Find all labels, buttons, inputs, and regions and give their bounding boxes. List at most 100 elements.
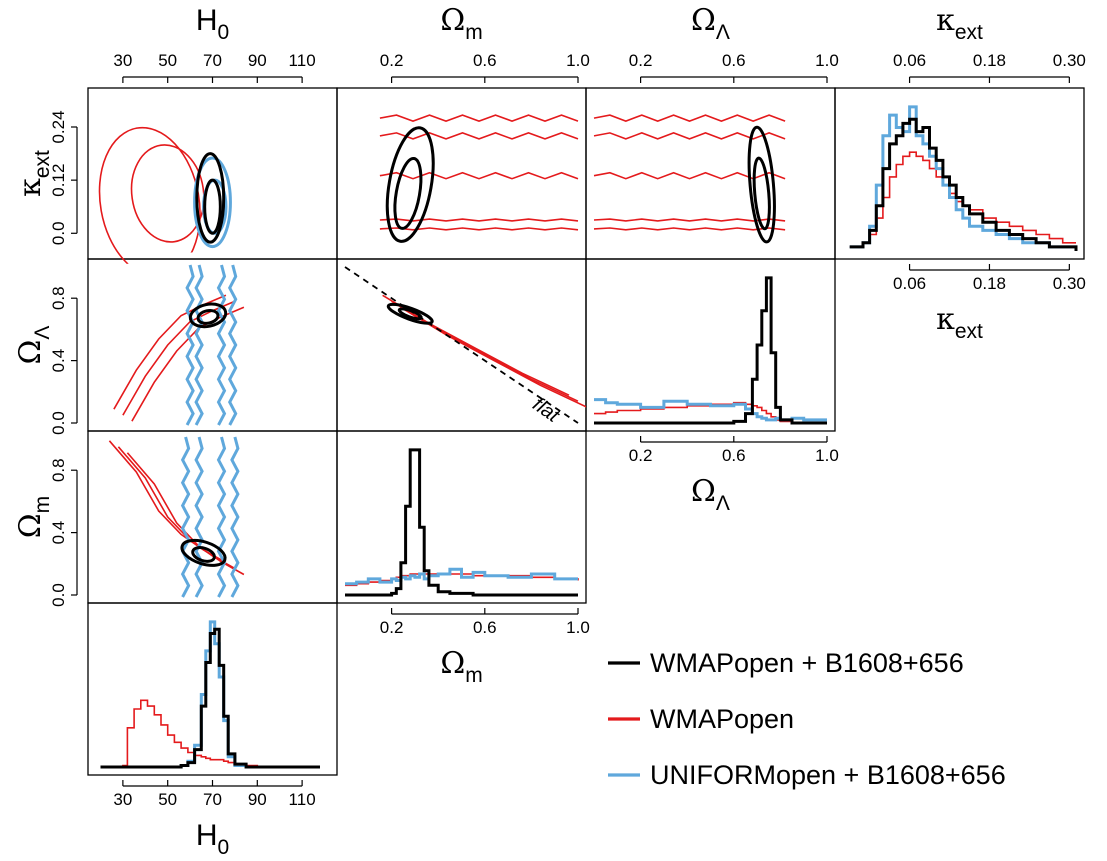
histogram-H0-red bbox=[100, 699, 320, 768]
left-tick-label-OL-2: 0.8 bbox=[49, 286, 68, 310]
top-tick-label-H0-1: 50 bbox=[158, 51, 177, 70]
contour-kext_vs_H0-black-0 bbox=[195, 152, 226, 244]
bottom-tick-label-H0-2: 70 bbox=[203, 790, 222, 809]
left-tick-label-Om-1: 0.4 bbox=[49, 521, 68, 545]
top-tick-label-OL-2: 1.0 bbox=[815, 51, 839, 70]
bottom-tick-label-Om-2: 1.0 bbox=[566, 618, 590, 637]
bottom-tick-label-OL-1: 0.6 bbox=[722, 446, 746, 465]
bottom-axis-title-H0: H0 bbox=[196, 819, 229, 859]
bottom-tick-label-kext-2: 0.30 bbox=[1053, 274, 1086, 293]
histogram-H0-black bbox=[100, 627, 320, 769]
bottom-tick-label-kext-1: 0.18 bbox=[973, 274, 1006, 293]
histogram-kext-blue bbox=[849, 105, 1078, 251]
panel-frame-OL-OL bbox=[585, 258, 836, 432]
bottom-tick-label-H0-3: 90 bbox=[248, 790, 267, 809]
panel-frame-OL-kext bbox=[585, 87, 836, 260]
contour-kext_vs_OL-red-level-2 bbox=[593, 171, 786, 180]
contour-kext_vs_OL-black-1 bbox=[752, 156, 771, 231]
bottom-tick-label-Om-0: 0.2 bbox=[380, 618, 404, 637]
bottom-tick-label-OL-0: 0.2 bbox=[629, 446, 653, 465]
left-tick-label-OL-1: 0.4 bbox=[49, 349, 68, 373]
left-tick-label-Om-2: 0.8 bbox=[49, 458, 68, 482]
contour-Om_vs_H0-black-0 bbox=[180, 538, 227, 567]
left-tick-label-Om-0: 0.0 bbox=[49, 583, 68, 607]
contour-OL_vs_H0-blue-line-3 bbox=[228, 264, 238, 426]
panel-frame-H0-H0 bbox=[87, 602, 338, 776]
bottom-tick-label-H0-0: 30 bbox=[113, 790, 132, 809]
contour-Om_vs_H0-blue-line-0 bbox=[180, 436, 191, 598]
flat-universe-line bbox=[344, 266, 579, 424]
left-tick-label-kext-2: 0.24 bbox=[49, 110, 68, 143]
histogram-Om-black bbox=[345, 448, 578, 597]
bottom-tick-label-Om-1: 0.6 bbox=[473, 618, 497, 637]
contour-kext_vs_Om-red-level-3 bbox=[379, 132, 579, 140]
panel-frame-H0-Om bbox=[87, 430, 338, 604]
left-tick-label-OL-0: 0.0 bbox=[49, 411, 68, 435]
bottom-tick-label-H0-4: 110 bbox=[289, 790, 316, 809]
bottom-axis-title-Om: Ωm bbox=[440, 646, 482, 687]
contour-OL_vs_H0-black-0 bbox=[188, 302, 228, 329]
top-tick-label-Om-0: 0.2 bbox=[380, 51, 404, 70]
contour-OL_vs_Om-black-0 bbox=[386, 302, 434, 325]
contour-kext_vs_Om-black-1 bbox=[393, 156, 423, 230]
bottom-tick-label-kext-0: 0.06 bbox=[893, 274, 926, 293]
histogram-Om-blue bbox=[345, 567, 578, 586]
contour-OL_vs_H0-blue-line-2 bbox=[216, 264, 227, 426]
top-tick-label-OL-1: 0.6 bbox=[722, 51, 746, 70]
histogram-OL-black bbox=[594, 276, 827, 425]
flat-annotation: flat bbox=[529, 393, 565, 427]
contour-kext_vs_OL-red-level-3 bbox=[593, 132, 786, 140]
top-axis-title-Om: Ωm bbox=[440, 3, 482, 44]
contour-kext_vs_H0-red-1 bbox=[130, 144, 205, 243]
left-axis-title-kext: κext bbox=[13, 150, 54, 197]
bottom-axis-title-kext: κext bbox=[936, 302, 983, 343]
top-tick-label-Om-1: 0.6 bbox=[473, 51, 497, 70]
top-tick-label-H0-0: 30 bbox=[113, 51, 132, 70]
legend-label-2: UNIFORMopen + B1608+656 bbox=[650, 760, 1006, 790]
top-tick-label-OL-0: 0.2 bbox=[629, 51, 653, 70]
panel-frame-H0-OL bbox=[87, 258, 338, 432]
top-axis-title-OL: ΩΛ bbox=[691, 3, 730, 44]
legend-label-1: WMAPopen bbox=[650, 704, 794, 734]
contour-kext_vs_Om-black-0 bbox=[385, 126, 435, 243]
top-axis-title-kext: κext bbox=[936, 3, 983, 44]
top-tick-label-H0-2: 70 bbox=[203, 51, 222, 70]
contour-kext_vs_OL-red-level-4 bbox=[593, 114, 786, 122]
contour-kext_vs_H0-red-0 bbox=[98, 126, 201, 269]
left-axis-title-Om: Ωm bbox=[13, 496, 54, 538]
contour-kext_vs_H0-blue-0 bbox=[193, 156, 232, 249]
contour-Om_vs_H0-black-1 bbox=[191, 546, 216, 563]
top-tick-label-kext-2: 0.30 bbox=[1053, 51, 1086, 70]
contour-OL_vs_H0-blue-line-0 bbox=[185, 264, 195, 426]
contour-kext_vs_Om-red-level-0 bbox=[379, 227, 579, 231]
bottom-axis-title-OL: ΩΛ bbox=[691, 474, 730, 515]
histogram-kext-black bbox=[849, 117, 1078, 251]
contour-OL_vs_H0-black-1 bbox=[196, 308, 220, 325]
top-tick-label-kext-0: 0.06 bbox=[893, 51, 926, 70]
contour-kext_vs_OL-red-level-0 bbox=[593, 227, 786, 231]
contour-kext_vs_OL-red-level-1 bbox=[593, 218, 786, 222]
contour-OL_vs_H0-red-band-1 bbox=[122, 300, 236, 416]
top-tick-label-kext-1: 0.18 bbox=[973, 51, 1006, 70]
top-tick-label-H0-3: 90 bbox=[248, 51, 267, 70]
contour-kext_vs_H0-black-1 bbox=[203, 178, 222, 235]
contour-OL_vs_H0-blue-line-1 bbox=[194, 264, 204, 426]
contour-kext_vs_Om-red-level-1 bbox=[379, 218, 579, 222]
left-tick-label-kext-0: 0.0 bbox=[49, 221, 68, 245]
contour-Om_vs_H0-blue-line-3 bbox=[230, 436, 240, 598]
left-axis-title-OL: ΩΛ bbox=[13, 326, 54, 365]
contour-kext_vs_Om-red-level-2 bbox=[379, 171, 579, 180]
contour-Om_vs_H0-blue-line-2 bbox=[216, 436, 227, 598]
panel-frame-Om-Om bbox=[336, 430, 587, 604]
top-tick-label-H0-4: 110 bbox=[289, 51, 316, 70]
bottom-tick-label-OL-2: 1.0 bbox=[815, 446, 839, 465]
contour-kext_vs_OL-black-0 bbox=[747, 125, 776, 244]
bottom-tick-label-H0-1: 50 bbox=[158, 790, 177, 809]
contour-Om_vs_H0-blue-line-1 bbox=[194, 436, 204, 598]
top-axis-title-H0: H0 bbox=[196, 4, 229, 44]
left-tick-label-kext-1: 0.12 bbox=[49, 164, 68, 197]
top-tick-label-Om-2: 1.0 bbox=[566, 51, 590, 70]
panel-frame-kext-kext bbox=[834, 87, 1085, 260]
